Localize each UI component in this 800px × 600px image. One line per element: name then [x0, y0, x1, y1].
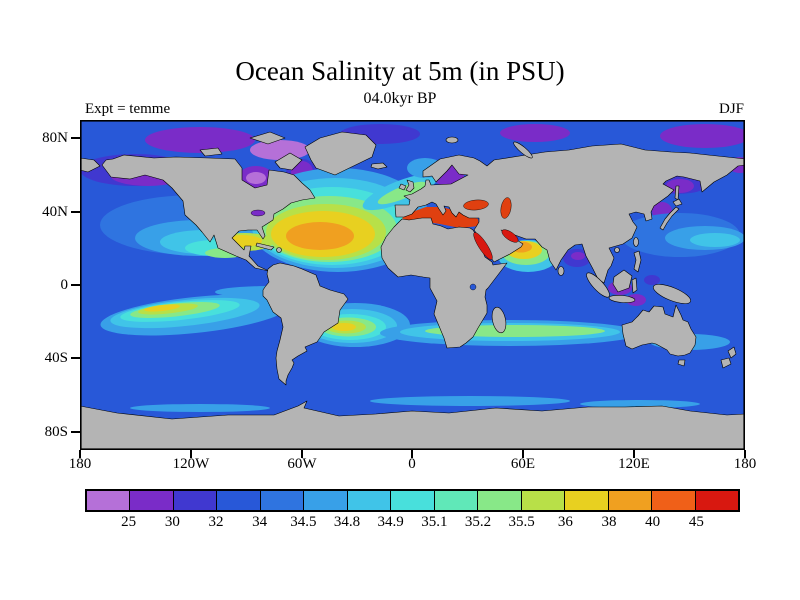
- colorbar-label: 38: [601, 514, 617, 530]
- x-axis-label: 180: [733, 456, 757, 472]
- x-axis-label: 180: [68, 456, 92, 472]
- x-axis-label: 120E: [618, 456, 650, 472]
- axis-tick: [71, 357, 80, 359]
- colorbar-label: 36: [557, 514, 573, 530]
- y-axis-label: 80N: [42, 130, 68, 146]
- axis-tick: [633, 450, 635, 458]
- colorbar-cell: [259, 491, 304, 510]
- map-frame: [80, 120, 745, 450]
- y-axis-label: 0: [60, 277, 69, 293]
- colorbar-label: 45: [688, 514, 704, 530]
- colorbar-label: 34.8: [333, 514, 361, 530]
- colorbar-label: 30: [164, 514, 180, 530]
- colorbar-label: 35.1: [421, 514, 448, 530]
- colorbar-cell: [564, 491, 608, 510]
- season-label: DJF: [718, 101, 744, 117]
- y-axis-label: 80S: [44, 424, 68, 440]
- x-axis-label: 60W: [287, 456, 317, 472]
- colorbar-cell: [477, 491, 521, 510]
- figure-subtitle: 04.0kyr BP: [363, 90, 437, 107]
- y-axis-label: 40S: [44, 350, 68, 366]
- axis-tick: [71, 137, 80, 139]
- figure-title: Ocean Salinity at 5m (in PSU): [235, 56, 565, 86]
- axis-tick: [71, 211, 80, 213]
- colorbar-cell: [694, 491, 739, 510]
- axis-tick: [301, 450, 303, 458]
- colorbar-label: 25: [121, 514, 137, 530]
- colorbar-cell: [129, 491, 173, 510]
- colorbar-cell: [651, 491, 695, 510]
- world-map: [80, 120, 745, 450]
- colorbar-cell: [433, 491, 478, 510]
- colorbar-cell: [216, 491, 260, 510]
- axis-tick: [79, 450, 81, 458]
- land-layer: [80, 131, 745, 450]
- axis-tick: [744, 450, 746, 458]
- axis-tick: [71, 284, 80, 286]
- colorbar-cell: [172, 491, 217, 510]
- axis-tick: [411, 450, 413, 458]
- colorbar-cell: [607, 491, 652, 510]
- inland-seas-layer: [250, 197, 519, 291]
- experiment-label: Expt = temme: [85, 101, 171, 117]
- colorbar-label: 35.2: [464, 514, 492, 530]
- colorbar-label: 34.5: [290, 514, 317, 530]
- axis-tick: [190, 450, 192, 458]
- x-axis-label: 0: [408, 456, 416, 472]
- axis-tick: [71, 431, 80, 433]
- colorbar-labels: 25 30 32 34 34.5 34.8 34.9 35.1 35.2 35.5 36 38 40 45: [85, 514, 740, 534]
- colorbar-label: 32: [208, 514, 224, 530]
- colorbar-label: 34: [252, 514, 268, 530]
- colorbar-cell: [87, 491, 130, 510]
- colorbar-label: 40: [645, 514, 661, 530]
- colorbar-cell: [520, 491, 565, 510]
- x-axis-label: 120W: [172, 456, 210, 472]
- axis-tick: [522, 450, 524, 458]
- colorbar-label: 34.9: [377, 514, 404, 530]
- colorbar-cell: [390, 491, 434, 510]
- colorbar-cells: [85, 489, 740, 512]
- colorbar-label: 35.5: [508, 514, 535, 530]
- x-axis-label: 60E: [510, 456, 536, 472]
- colorbar-cell: [346, 491, 391, 510]
- colorbar-cell: [303, 491, 347, 510]
- y-axis-label: 40N: [42, 204, 68, 220]
